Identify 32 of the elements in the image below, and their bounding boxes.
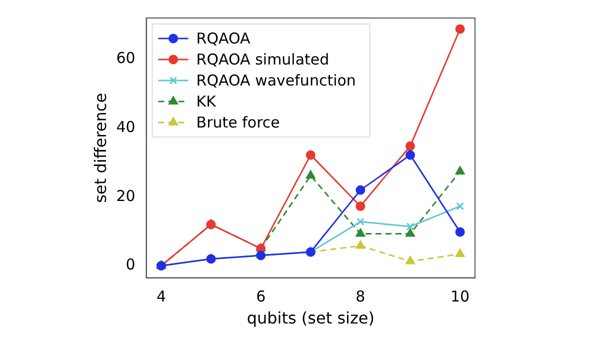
point (406, 256, 415, 264)
point (306, 150, 316, 160)
y-axis-title: set difference (90, 92, 110, 203)
x-tick-label: 8 (356, 288, 366, 306)
x-tick-label: 4 (156, 288, 166, 306)
point (356, 185, 366, 195)
legend-label: RQAOA wavefunction (196, 71, 356, 90)
y-tick-label: 60 (116, 49, 136, 68)
point (356, 201, 366, 211)
point (406, 222, 414, 230)
legend-label: RQAOA simulated (196, 50, 330, 68)
point (356, 240, 366, 249)
point (406, 150, 416, 160)
legend-label: KK (196, 92, 218, 110)
x-axis-title: qubits (set size) (246, 308, 374, 328)
point (455, 227, 465, 237)
y-tick-label: 20 (116, 186, 136, 205)
point (356, 228, 366, 237)
point (456, 202, 464, 210)
point (455, 166, 465, 174)
legend-label: RQAOA (196, 29, 252, 48)
point (455, 248, 465, 258)
y-tick-label: 40 (116, 118, 136, 136)
point (356, 218, 364, 226)
point (455, 24, 465, 34)
point (306, 170, 316, 179)
x-tick-label: 10 (450, 288, 470, 306)
point (406, 228, 415, 237)
x-tick-label: 6 (256, 288, 266, 306)
legend-label: Brute force (196, 113, 280, 132)
point (406, 141, 416, 151)
y-tick-label: 0 (126, 256, 136, 274)
